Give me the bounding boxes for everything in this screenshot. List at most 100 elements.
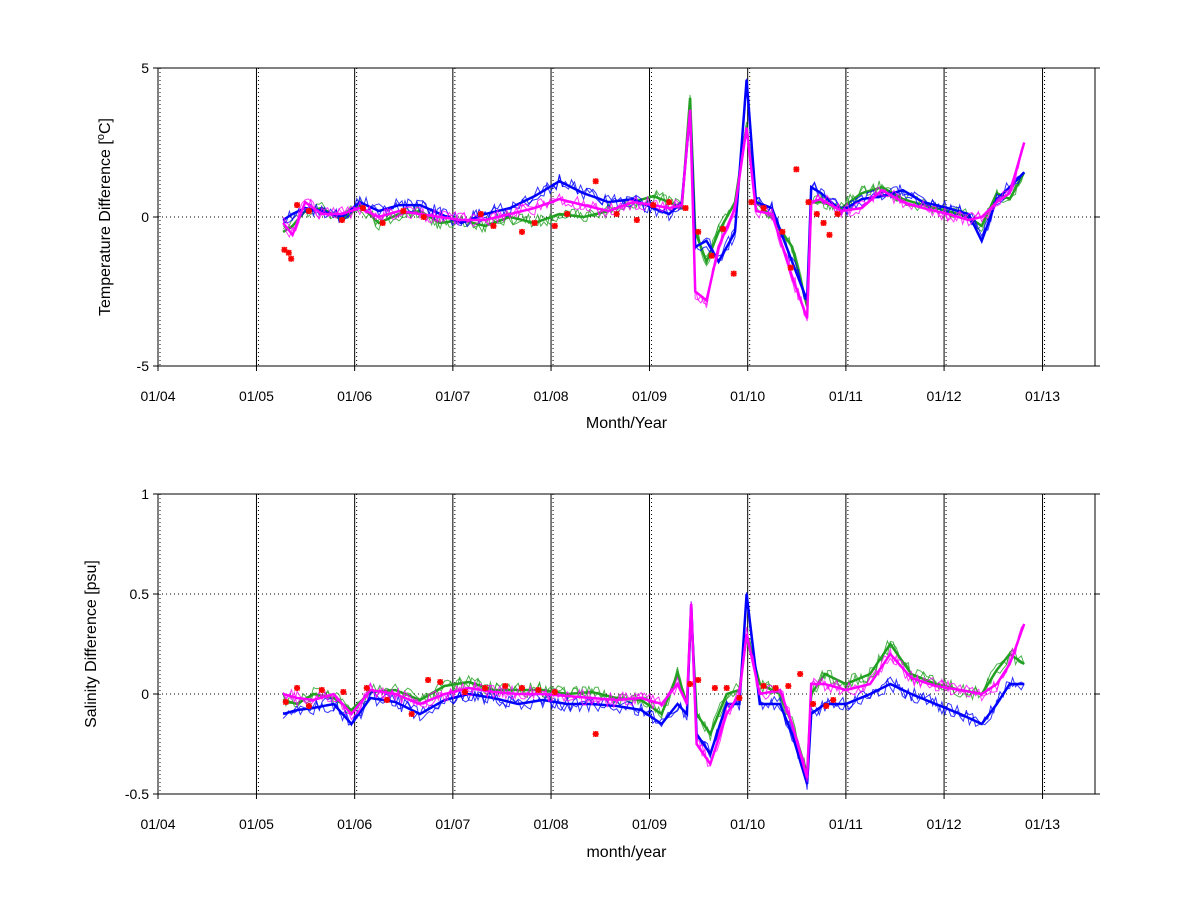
series-2-line-band-2 <box>282 603 1025 783</box>
temperature-ylabel-prefix: Temperature Difference [ <box>97 140 114 316</box>
salinity-x-axis-label: month/year <box>586 844 667 861</box>
red-marker-4 <box>340 688 347 696</box>
x-tick-label-8: 01/12 <box>927 388 962 404</box>
x-tick-label-3: 01/07 <box>435 388 470 404</box>
y-tick-label-0: -5 <box>137 358 150 374</box>
red-marker-35 <box>834 210 841 218</box>
red-marker-29 <box>787 264 794 271</box>
red-marker-0 <box>281 246 288 253</box>
x-tick-label-3: 01/07 <box>435 816 470 832</box>
red-marker-12 <box>518 228 526 235</box>
red-marker-27 <box>760 205 767 212</box>
salinity-panel: 01/04 01/05 01/06 01/07 01/08 01/09 01/10 01/11… <box>83 486 1100 861</box>
red-marker-7 <box>408 710 415 718</box>
y-tick-label-1: 0 <box>141 686 149 702</box>
red-marker-22 <box>695 228 702 235</box>
red-marker-10 <box>461 688 468 696</box>
red-marker-11 <box>482 684 489 692</box>
red-marker-6 <box>383 696 390 704</box>
x-tick-label-1: 01/05 <box>239 816 274 832</box>
red-marker-16 <box>592 730 599 738</box>
y-tick-label-2: 5 <box>141 60 149 76</box>
series-2-line-band-1 <box>282 110 1025 320</box>
red-marker-5 <box>363 684 370 692</box>
salinity-series-layer <box>282 592 1026 790</box>
red-marker-23 <box>708 252 715 259</box>
red-marker-20 <box>666 199 673 206</box>
temperature-ylabel-suffix: C] <box>97 118 114 134</box>
temperature-x-axis-label: Month/Year <box>586 415 668 432</box>
red-marker-27 <box>823 702 830 710</box>
red-marker-14 <box>551 222 558 229</box>
red-marker-15 <box>551 688 558 696</box>
x-tick-label-6: 01/10 <box>730 816 765 832</box>
x-tick-label-8: 01/12 <box>927 816 962 832</box>
series-1-line <box>282 79 1026 301</box>
temperature-ylabel-degree: o <box>95 134 107 140</box>
red-marker-8 <box>400 208 407 215</box>
red-marker-32 <box>813 210 820 218</box>
red-marker-1 <box>294 684 301 692</box>
series-1-line-band-2 <box>282 592 1025 780</box>
red-marker-3 <box>318 686 325 694</box>
series-2-line <box>282 603 1026 779</box>
red-marker-19 <box>711 684 718 692</box>
salinity-plot-frame <box>157 493 1096 795</box>
y-tick-label-3: 1 <box>141 486 149 502</box>
x-tick-label-2: 01/06 <box>337 816 372 832</box>
red-marker-9 <box>437 678 444 686</box>
x-tick-label-6: 01/10 <box>730 388 765 404</box>
y-tick-label-2: 0.5 <box>130 586 150 602</box>
red-marker-30 <box>793 166 800 173</box>
red-marker-24 <box>719 225 726 232</box>
red-marker-21 <box>682 205 689 212</box>
red-marker-22 <box>760 682 767 690</box>
x-tick-label-9: 01/13 <box>1025 816 1060 832</box>
x-tick-label-9: 01/13 <box>1025 388 1060 404</box>
x-tick-label-5: 01/09 <box>632 388 667 404</box>
red-marker-2 <box>288 255 295 262</box>
red-marker-0 <box>282 698 289 706</box>
red-marker-21 <box>736 694 743 702</box>
salinity-marker-layer <box>282 670 837 738</box>
x-tick-label-4: 01/08 <box>534 816 569 832</box>
red-marker-28 <box>830 696 837 704</box>
red-marker-16 <box>592 178 599 185</box>
red-marker-25 <box>797 670 804 678</box>
salinity-y-axis-label: Salinity Difference [psu] <box>83 560 100 728</box>
temperature-marker-layer <box>281 166 841 277</box>
x-tick-label-4: 01/08 <box>534 388 569 404</box>
red-marker-11 <box>490 222 497 229</box>
series-2-line-band-1 <box>282 601 1025 776</box>
red-marker-26 <box>748 199 755 206</box>
red-marker-6 <box>359 205 367 212</box>
red-marker-5 <box>338 216 346 224</box>
x-tick-label-1: 01/05 <box>239 388 274 404</box>
red-marker-1 <box>285 249 292 256</box>
temperature-series-layer <box>282 78 1026 322</box>
x-tick-label-0: 01/04 <box>140 816 175 832</box>
temperature-y-axis-label: Temperature Difference [oC] <box>95 118 114 316</box>
red-marker-18 <box>695 676 702 684</box>
red-marker-3 <box>294 202 301 209</box>
red-marker-10 <box>477 210 484 218</box>
salinity-grid <box>157 494 1095 794</box>
temperature-grid <box>157 68 1095 366</box>
red-marker-9 <box>420 213 427 221</box>
red-marker-8 <box>425 676 432 684</box>
temperature-panel: 01/04 01/05 01/06 01/07 01/08 01/09 01/10 01/11… <box>95 60 1100 432</box>
y-tick-label-1: 0 <box>141 209 149 225</box>
red-marker-14 <box>535 686 542 694</box>
red-marker-23 <box>772 684 779 692</box>
red-marker-26 <box>810 700 817 708</box>
red-marker-31 <box>805 199 812 206</box>
x-tick-label-0: 01/04 <box>140 388 175 404</box>
y-tick-label-0: -0.5 <box>125 786 149 802</box>
red-marker-17 <box>687 680 694 688</box>
x-tick-label-5: 01/09 <box>632 816 667 832</box>
red-marker-15 <box>564 210 571 218</box>
series-1-line-band-1 <box>283 78 1025 301</box>
x-tick-label-7: 01/11 <box>829 388 863 404</box>
x-tick-label-7: 01/11 <box>829 816 863 832</box>
